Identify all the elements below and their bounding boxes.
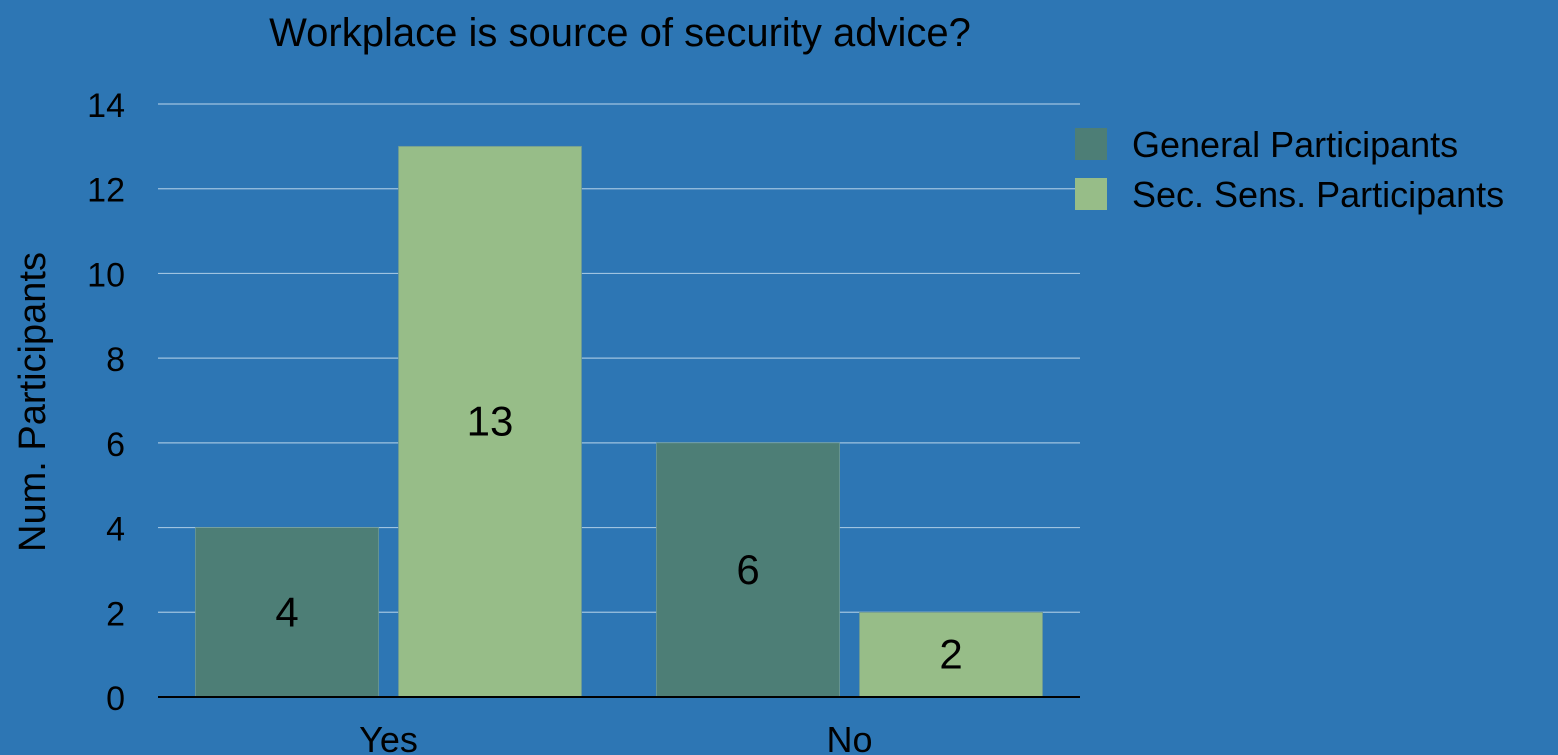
chart-title: Workplace is source of security advice? bbox=[269, 11, 971, 55]
legend-label: Sec. Sens. Participants bbox=[1132, 174, 1504, 215]
legend: General Participants Sec. Sens. Participa… bbox=[1075, 124, 1504, 215]
bar-value-label: 13 bbox=[467, 398, 514, 445]
bar-no-series-1 bbox=[656, 442, 840, 698]
y-axis-label: Num. Participants bbox=[12, 252, 54, 552]
bars: 4 13 6 2 bbox=[195, 145, 1043, 698]
y-tick-label: 6 bbox=[106, 426, 125, 464]
legend-swatch bbox=[1075, 178, 1107, 210]
x-tick-label: Yes bbox=[359, 719, 418, 755]
x-tick-label: No bbox=[826, 719, 872, 755]
y-tick-label: 0 bbox=[106, 680, 125, 718]
bar-value-label: 4 bbox=[275, 588, 298, 635]
y-tick-label: 2 bbox=[106, 595, 125, 633]
y-axis-ticks: 0 2 4 6 8 10 12 14 bbox=[87, 87, 125, 718]
legend-label: General Participants bbox=[1132, 124, 1458, 165]
y-tick-label: 12 bbox=[87, 172, 125, 210]
bar-no-series-2 bbox=[859, 611, 1043, 698]
y-tick-label: 14 bbox=[87, 87, 125, 125]
y-tick-label: 4 bbox=[106, 511, 125, 549]
bar-value-label: 6 bbox=[736, 546, 759, 593]
legend-swatch bbox=[1075, 128, 1107, 160]
y-tick-label: 8 bbox=[106, 341, 125, 379]
y-tick-label: 10 bbox=[87, 256, 125, 294]
x-axis-ticks: Yes No bbox=[359, 719, 872, 755]
bar-value-label: 2 bbox=[939, 631, 962, 678]
bar-yes-series-2 bbox=[398, 145, 582, 698]
